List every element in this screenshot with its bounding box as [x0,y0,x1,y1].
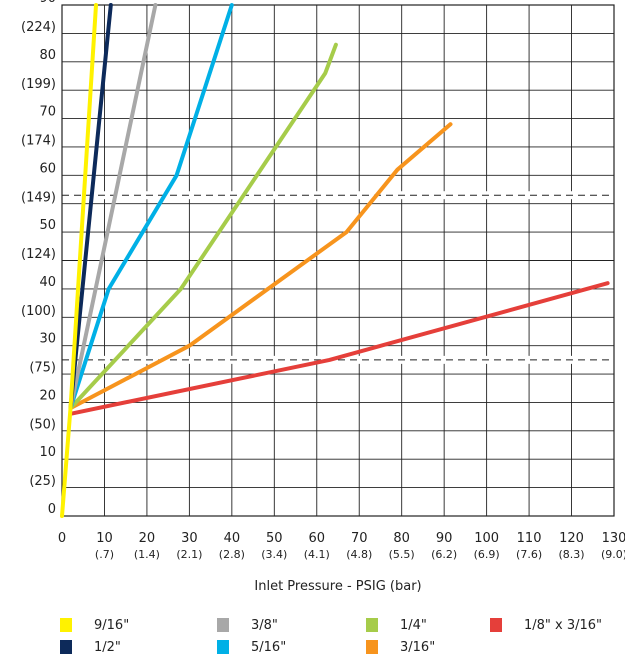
x-tick-sublabel: (2.8) [219,548,245,561]
x-tick-label: 40 [224,531,241,546]
y-tick-label: 80 [39,48,56,63]
legend-label: 3/16" [400,639,436,655]
legend-item: 3/8" [217,616,278,634]
series-line-1-4 [68,42,338,411]
x-tick-label: 120 [559,531,584,546]
legend-label: 1/4" [400,617,427,633]
legend-label: 1/8" x 3/16" [524,617,603,633]
legend-swatch [490,618,502,632]
x-tick-label: 100 [474,531,499,546]
x-tick-label: 60 [308,531,325,546]
y-tick-label: 0 [48,502,56,517]
legend-swatch [217,640,229,654]
legend-item: 9/16" [60,616,129,634]
x-tick-label: 70 [351,531,368,546]
y-tick-label: 70 [39,105,56,120]
y-tick-labels: 0 10 (25) 20 (50) 30 (75) 40 (100) 50 (124) 60 (149)… [21,0,56,517]
y-tick-sublabel: (199) [21,77,56,92]
x-tick-label: 0 [58,531,66,546]
y-tick-sublabel: (224) [21,20,56,35]
series-layer [60,3,610,518]
x-tick-sublabel: (9.0) [601,548,625,561]
y-tick-sublabel: (149) [21,190,56,205]
series-line-9-16 [60,3,98,518]
x-tick-sublabel: (6.2) [431,548,457,561]
x-tick-labels: 0 10 (.7) 20 (1.4) 30 (2.1) 40 (2.8) 50 (3.4) 60 (4.… [58,531,625,561]
x-tick-sublabel: (7.6) [516,548,542,561]
x-tick-sublabel: (6.9) [474,548,500,561]
y-tick-label: 40 [39,275,56,290]
y-tick-label: 10 [39,445,56,460]
y-tick-label: 50 [39,218,56,233]
legend-swatch [366,640,378,654]
reference-lines [62,191,614,364]
legend-item: 1/4" [366,616,427,634]
grid-layer [61,4,615,517]
y-tick-sublabel: (100) [21,304,56,319]
y-tick-sublabel: (75) [29,361,56,376]
y-tick-label: 30 [39,332,56,347]
series-line-5-16 [68,3,234,411]
x-tick-sublabel: (8.3) [558,548,584,561]
x-tick-label: 130 [602,531,625,546]
x-tick-sublabel: (4.8) [346,548,372,561]
legend-item: 3/16" [366,638,435,656]
legend: 9/16" 1/2" 3/8" 5/16" 1/4" 3/16" 1/8" x 3/16" [60,616,620,662]
x-tick-sublabel: (3.4) [261,548,287,561]
y-tick-sublabel: (174) [21,134,56,149]
y-tick-sublabel: (124) [21,247,56,262]
x-tick-label: 110 [517,531,542,546]
legend-label: 5/16" [251,639,287,655]
chart: 0 10 (25) 20 (50) 30 (75) 40 (100) 50 (124) 60 (149)… [21,0,625,561]
x-tick-label: 20 [139,531,156,546]
legend-swatch [366,618,378,632]
legend-item: 1/2" [60,638,121,656]
x-tick-sublabel: (.7) [95,548,114,561]
x-tick-sublabel: (2.1) [176,548,202,561]
legend-label: 1/2" [94,639,121,655]
x-tick-sublabel: (4.1) [304,548,330,561]
legend-item: 1/8" x 3/16" [490,616,602,634]
y-tick-sublabel: (25) [29,474,56,489]
legend-label: 9/16" [94,617,130,633]
y-tick-sublabel: (50) [29,417,56,432]
legend-swatch [60,640,72,654]
series-line-1-2 [68,3,113,411]
series-line-3-8 [68,3,158,411]
series-line-1-8-x-3-16 [68,281,610,416]
series-line-3-16 [68,122,453,411]
x-tick-sublabel: (1.4) [134,548,160,561]
x-axis-label: Inlet Pressure - PSIG (bar) [254,579,422,594]
y-tick-label: 20 [39,388,56,403]
x-tick-label: 10 [96,531,113,546]
x-tick-label: 90 [436,531,453,546]
legend-swatch [217,618,229,632]
y-tick-label: 60 [39,161,56,176]
legend-label: 3/8" [251,617,278,633]
legend-swatch [60,618,72,632]
x-tick-sublabel: (5.5) [389,548,415,561]
legend-item: 5/16" [217,638,286,656]
x-tick-label: 30 [181,531,198,546]
x-tick-label: 50 [266,531,283,546]
x-tick-label: 80 [393,531,410,546]
y-tick-label: 90 [39,0,56,6]
